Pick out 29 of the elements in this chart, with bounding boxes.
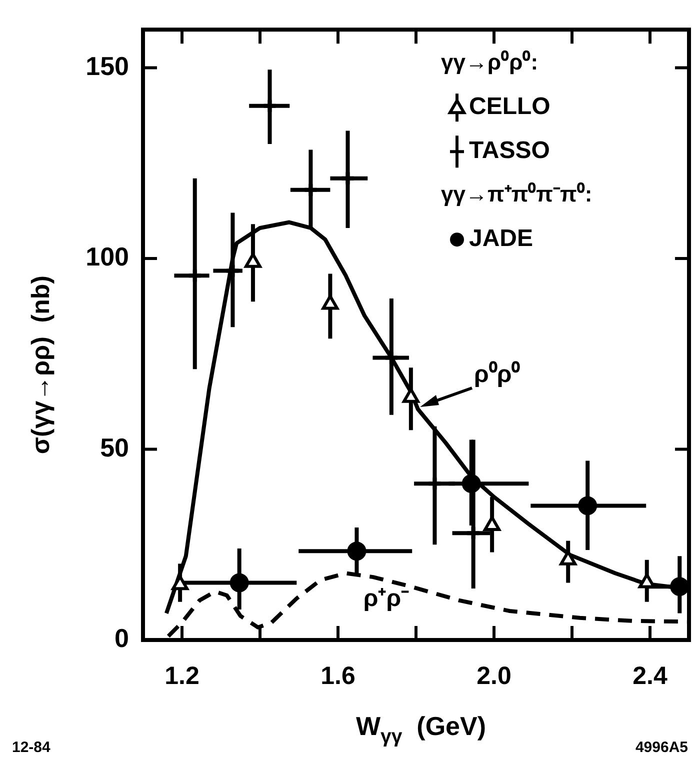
text: 4996A5 [635, 739, 688, 756]
annotation: γγ→π⁺π⁰π⁻π⁰: [441, 182, 592, 207]
x-tick-label: 2.0 [476, 662, 512, 690]
annotation: γγ→ρ⁰ρ⁰: [441, 50, 538, 75]
y-axis-title: σ(γγ→ρρ) (nb) [26, 276, 55, 454]
legend-label: TASSO [469, 137, 550, 164]
point [186, 268, 203, 284]
x-tick-label: 1.6 [320, 662, 356, 690]
point [302, 182, 319, 198]
x-tick-label: 1.2 [164, 662, 200, 690]
point [426, 476, 443, 492]
x-tick-label: 2.4 [632, 662, 668, 690]
point [347, 542, 366, 561]
legend-label: CELLO [469, 93, 550, 120]
point [230, 573, 249, 592]
text: 12-84 [12, 739, 52, 756]
legend-label: JADE [469, 225, 534, 252]
annotation: ρ⁰ρ⁰ [474, 361, 521, 388]
y-tick-label: 50 [100, 432, 129, 462]
point [462, 474, 481, 494]
point [670, 577, 689, 596]
point [340, 170, 356, 186]
point [262, 98, 278, 114]
point [578, 496, 598, 516]
y-tick-label: 100 [86, 242, 129, 272]
annotation: ρ⁺ρ⁻ [363, 584, 410, 612]
y-tick-label: 150 [86, 50, 129, 81]
y-tick-label: 0 [114, 623, 129, 654]
point [465, 525, 482, 542]
